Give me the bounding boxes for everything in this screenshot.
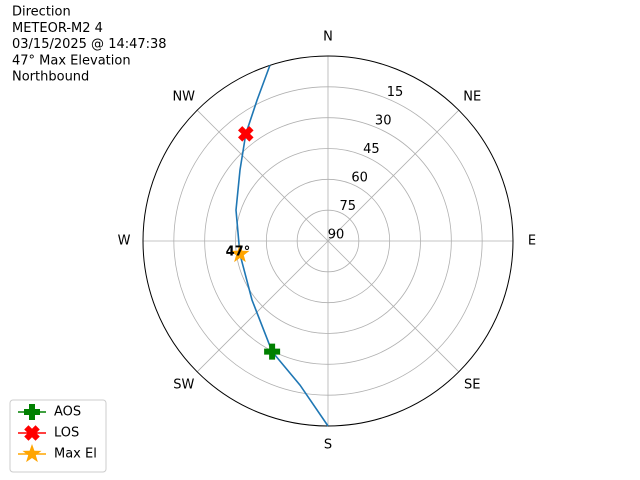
marker-star: [230, 244, 250, 263]
theta-tick-label: NE: [463, 89, 481, 104]
marker-x: [24, 425, 40, 441]
r-tick-label: 45: [363, 142, 380, 157]
theta-tick-label: W: [118, 234, 131, 249]
r-tick-label: 15: [387, 85, 404, 100]
marker-plus: [24, 404, 40, 420]
marker-plus: [264, 343, 281, 360]
theta-tick-label: SW: [173, 378, 194, 393]
grid-spoke: [327, 240, 460, 373]
legend-label: LOS: [54, 426, 79, 441]
grid-spoke: [196, 240, 329, 373]
theta-tick-label: N: [323, 30, 333, 45]
title-line: METEOR-M2 4: [12, 21, 103, 36]
grid-spoke: [327, 109, 460, 242]
track-line: [235, 65, 329, 427]
title-line: 03/15/2025 @ 14:47:38: [12, 37, 167, 52]
annotation: 47°: [226, 245, 251, 260]
r-tick-label: 60: [351, 171, 368, 186]
legend-label: Max El: [54, 447, 97, 462]
theta-tick-label: S: [324, 438, 332, 453]
grid-spoke: [196, 109, 329, 242]
r-tick-label: 30: [375, 114, 392, 129]
marker-x: [238, 126, 254, 142]
r-tick-label: 75: [340, 199, 357, 214]
title-line: 47° Max Elevation: [12, 53, 131, 68]
theta-tick-label: NW: [172, 89, 195, 104]
title-line: Northbound: [12, 70, 89, 85]
title-line: Direction: [12, 5, 71, 20]
marker-star: [22, 444, 42, 463]
theta-tick-label: SE: [464, 378, 480, 393]
r-tick-label: 90: [328, 228, 345, 243]
legend-label: AOS: [54, 405, 81, 420]
theta-tick-label: E: [528, 234, 536, 249]
